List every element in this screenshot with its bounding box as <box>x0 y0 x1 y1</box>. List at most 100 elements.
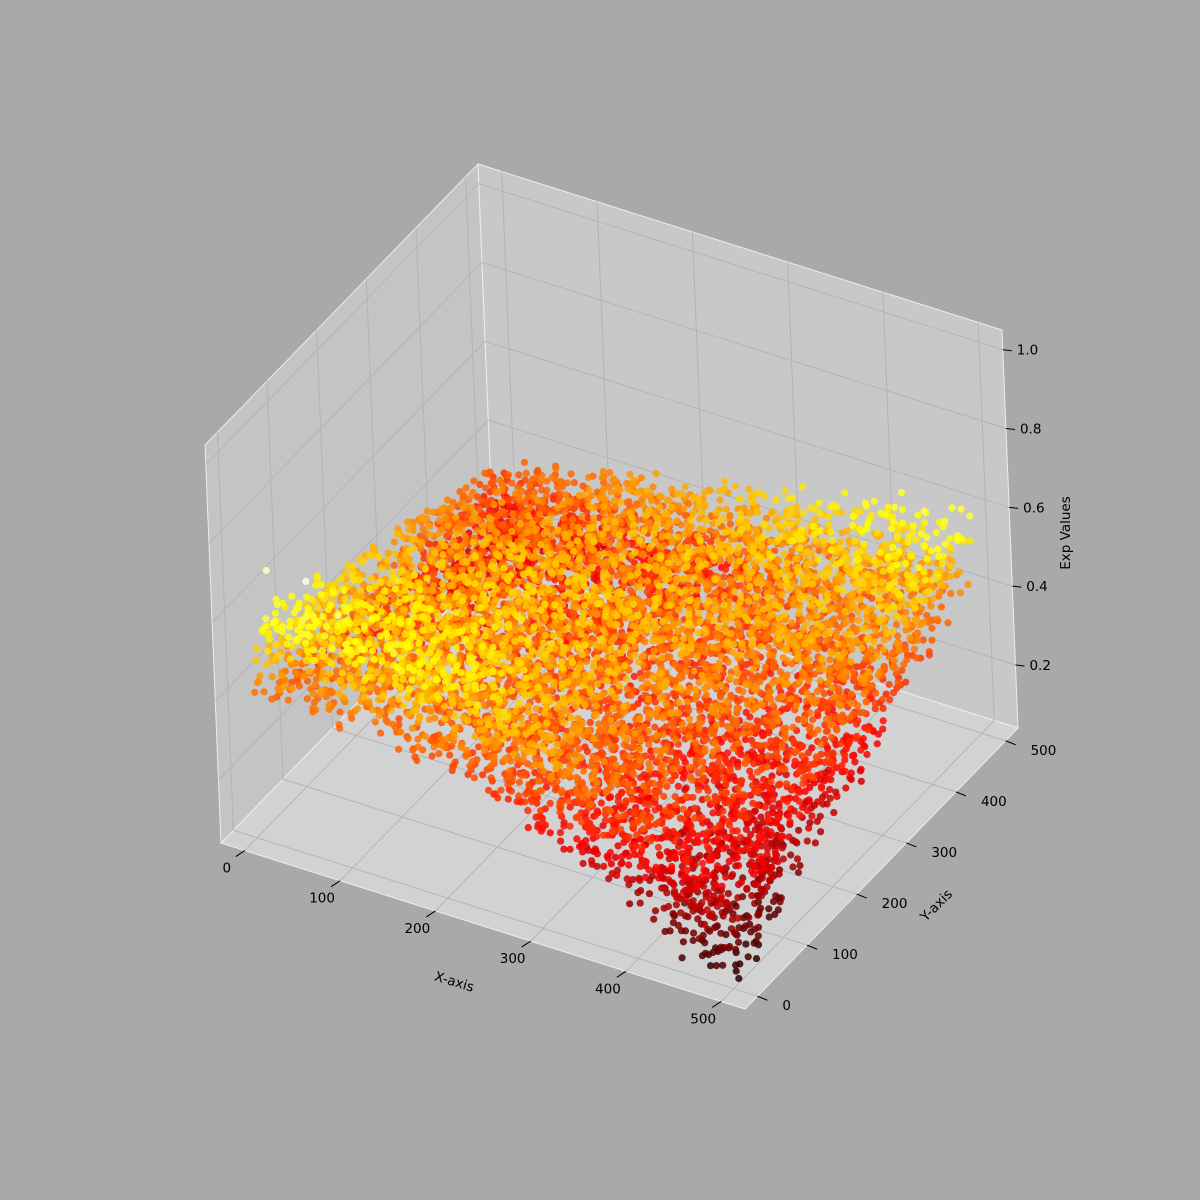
data-point <box>867 645 875 653</box>
data-point <box>799 509 807 517</box>
data-point <box>838 508 846 517</box>
data-point <box>664 532 672 540</box>
data-point <box>526 482 534 490</box>
data-point <box>639 501 647 509</box>
data-point <box>508 516 517 524</box>
data-point <box>606 469 614 477</box>
data-point <box>643 577 652 585</box>
x-tick-label: 0 <box>223 861 232 877</box>
data-point <box>664 559 672 567</box>
data-point <box>719 580 728 589</box>
data-point <box>543 486 551 494</box>
data-point <box>864 570 872 578</box>
data-point <box>795 544 803 552</box>
data-point <box>611 496 619 504</box>
y-tick <box>1005 740 1016 746</box>
data-point <box>668 503 676 512</box>
data-point <box>794 517 802 526</box>
data-point <box>613 572 621 580</box>
data-point <box>522 602 530 610</box>
data-point <box>474 516 482 524</box>
data-point <box>897 489 906 497</box>
data-point <box>394 577 402 585</box>
data-point <box>569 610 577 618</box>
data-point <box>752 601 760 609</box>
data-point <box>909 522 918 530</box>
data-point <box>538 486 546 494</box>
data-point <box>753 508 761 516</box>
data-point <box>722 505 731 513</box>
data-point <box>627 529 635 538</box>
data-point <box>788 619 796 627</box>
data-point <box>459 491 467 499</box>
data-point <box>532 613 540 621</box>
data-point <box>630 672 638 681</box>
data-point <box>893 561 901 569</box>
x-tick-label: 200 <box>404 921 430 937</box>
data-point <box>788 547 796 555</box>
data-point <box>483 501 491 509</box>
data-point <box>586 524 594 533</box>
data-point <box>615 542 623 550</box>
data-point <box>855 616 863 624</box>
data-point <box>857 662 865 671</box>
y-gridline <box>316 329 857 895</box>
data-point <box>423 507 431 515</box>
data-point <box>705 544 713 553</box>
data-point <box>597 586 605 594</box>
data-point <box>841 489 849 497</box>
data-point <box>629 600 638 608</box>
data-point <box>611 561 619 569</box>
data-point <box>649 483 657 491</box>
data-point <box>948 504 956 512</box>
data-point <box>390 561 398 569</box>
data-point <box>549 495 558 503</box>
data-point <box>429 508 437 516</box>
data-point <box>462 484 470 492</box>
data-point <box>870 497 878 505</box>
data-point <box>615 531 624 540</box>
data-point <box>661 646 669 654</box>
y-tick-label: 400 <box>981 794 1007 810</box>
data-point <box>826 620 834 628</box>
data-point <box>607 619 615 628</box>
data-point <box>426 540 434 548</box>
data-point <box>446 547 454 555</box>
data-point <box>736 509 745 517</box>
data-point <box>712 509 720 517</box>
data-point <box>735 495 744 503</box>
data-point <box>789 601 797 609</box>
data-point <box>689 586 697 594</box>
data-point <box>596 494 604 502</box>
data-point <box>674 566 682 574</box>
data-point <box>528 606 537 614</box>
data-point <box>913 654 921 662</box>
data-point <box>789 494 797 502</box>
data-point <box>478 496 486 505</box>
data-point <box>611 518 619 526</box>
data-point <box>516 496 524 504</box>
data-point <box>775 614 783 622</box>
data-point <box>859 579 867 588</box>
data-point <box>964 581 972 589</box>
x-tick-label: 500 <box>690 1011 716 1027</box>
data-point <box>832 508 840 516</box>
data-point <box>639 551 647 559</box>
data-point <box>932 529 940 537</box>
data-point <box>398 566 406 574</box>
data-point <box>600 503 608 511</box>
data-point <box>441 542 449 550</box>
data-point <box>500 564 508 572</box>
data-point <box>536 589 544 597</box>
data-point <box>761 520 769 528</box>
data-point <box>636 536 644 544</box>
data-point <box>541 600 549 608</box>
data-point <box>714 518 722 527</box>
data-point <box>489 477 497 485</box>
data-point <box>856 507 864 515</box>
data-point <box>852 580 860 588</box>
x-tick <box>330 880 341 888</box>
data-point <box>701 501 709 509</box>
data-point <box>911 615 920 623</box>
data-point <box>500 591 508 600</box>
